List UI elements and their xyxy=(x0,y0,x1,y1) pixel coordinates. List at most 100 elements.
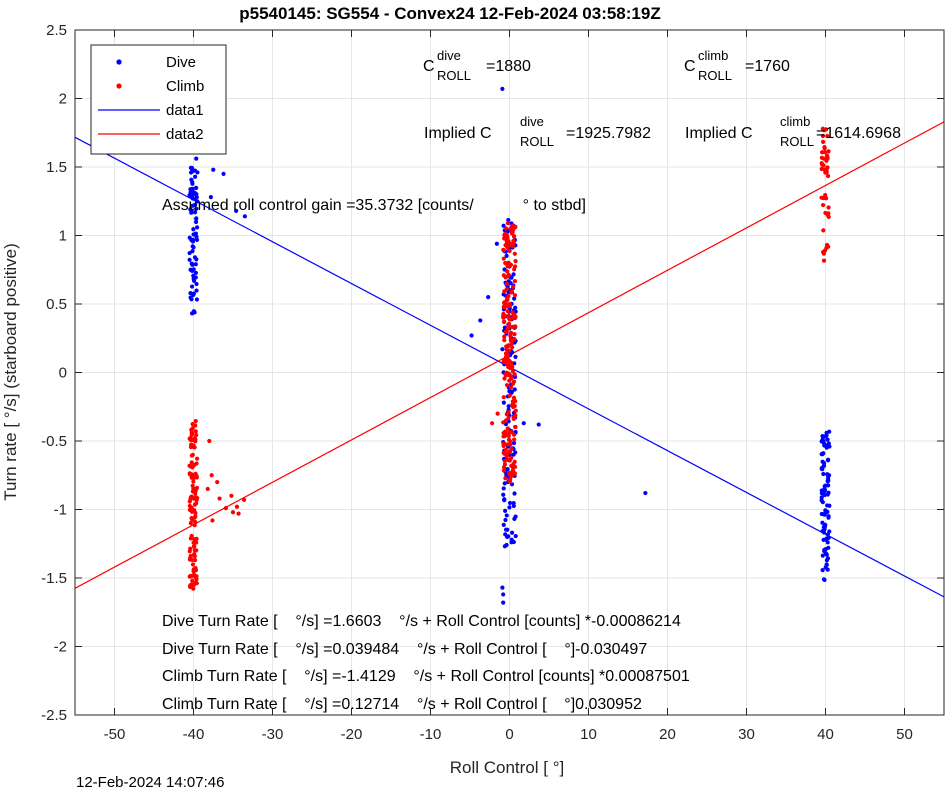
point-climb xyxy=(823,127,829,132)
point-dive xyxy=(194,156,199,161)
point-dive xyxy=(486,295,491,300)
point-climb xyxy=(506,313,511,318)
point-climb xyxy=(190,422,195,427)
annotation-sub: ROLL xyxy=(520,134,554,149)
annotation-c-roll-climb: C climb ROLL =1760 xyxy=(684,48,790,83)
point-climb xyxy=(507,248,512,253)
x-tick-label: -30 xyxy=(262,726,284,743)
annotation-value: =1614.6968 xyxy=(816,125,901,142)
point-climb xyxy=(513,464,518,470)
point-climb xyxy=(508,442,513,447)
point-climb xyxy=(825,133,830,139)
annotation-sub: ROLL xyxy=(698,68,732,83)
point-climb xyxy=(825,165,830,170)
y-axis-label: Turn rate [ °/s] (starboard positive) xyxy=(1,243,20,500)
point-dive xyxy=(189,177,194,182)
point-dive xyxy=(191,227,196,232)
point-climb xyxy=(192,445,197,450)
point-climb xyxy=(192,475,197,480)
point-climb xyxy=(190,562,196,567)
point-climb xyxy=(194,574,199,579)
point-climb xyxy=(502,458,507,464)
point-dive xyxy=(188,207,193,212)
point-climb xyxy=(193,419,198,424)
point-climb xyxy=(824,242,830,248)
x-tick-label: 10 xyxy=(580,726,597,743)
point-dive xyxy=(478,318,483,323)
point-climb xyxy=(510,369,515,374)
point-climb xyxy=(820,126,825,131)
point-climb xyxy=(512,293,518,298)
point-climb xyxy=(241,497,247,503)
point-climb xyxy=(513,315,518,320)
point-climb xyxy=(187,471,192,476)
point-climb xyxy=(207,438,212,444)
point-dive xyxy=(190,203,195,208)
point-climb xyxy=(508,385,514,390)
point-climb xyxy=(504,236,509,241)
x-tick-label: 40 xyxy=(817,726,834,743)
point-climb xyxy=(821,258,827,263)
y-tick-label: -2.5 xyxy=(41,707,67,724)
point-climb xyxy=(505,426,510,431)
point-dive xyxy=(511,272,516,277)
point-climb xyxy=(217,496,222,501)
point-climb xyxy=(512,332,517,337)
point-dive xyxy=(505,467,510,472)
point-climb xyxy=(192,523,197,528)
point-dive xyxy=(820,500,825,505)
point-climb xyxy=(504,382,510,388)
point-dive xyxy=(820,434,825,439)
point-dive xyxy=(193,219,199,225)
equation-climb-degrees: Climb Turn Rate [ °/s] =0.12714 °/s + Ro… xyxy=(162,696,642,713)
point-dive xyxy=(509,482,515,487)
point-dive xyxy=(194,216,199,221)
point-dive xyxy=(825,479,830,484)
point-climb xyxy=(505,297,510,303)
point-climb xyxy=(505,309,510,314)
point-dive xyxy=(823,547,828,552)
legend-dive-label: Dive xyxy=(166,54,196,71)
point-dive xyxy=(501,592,506,597)
point-climb xyxy=(502,289,507,294)
point-climb xyxy=(511,468,516,474)
point-dive xyxy=(194,281,199,287)
point-climb xyxy=(503,275,508,280)
point-dive xyxy=(504,253,509,258)
point-climb xyxy=(513,424,518,430)
point-climb xyxy=(822,150,828,155)
point-climb xyxy=(511,432,517,437)
point-climb xyxy=(504,226,509,231)
point-climb xyxy=(506,260,511,265)
annotation-implied-c-dive: Implied C dive ROLL =1925.7982 xyxy=(424,114,651,149)
point-dive xyxy=(193,270,199,275)
point-dive xyxy=(221,171,226,176)
point-dive xyxy=(190,186,195,191)
point-dive xyxy=(190,191,196,196)
point-dive xyxy=(190,268,195,273)
x-tick-label: -50 xyxy=(104,726,126,743)
point-climb xyxy=(820,202,826,208)
point-dive xyxy=(192,210,198,215)
y-tick-label: 2 xyxy=(59,91,67,108)
point-climb xyxy=(513,399,518,404)
point-dive xyxy=(189,311,195,316)
point-climb xyxy=(511,395,517,400)
point-dive xyxy=(504,513,509,518)
timestamp: 12-Feb-2024 14:07:46 xyxy=(76,774,224,791)
point-dive xyxy=(512,296,517,301)
point-climb xyxy=(194,501,199,506)
x-tick-label: -20 xyxy=(341,726,363,743)
y-tick-label: 2.5 xyxy=(46,22,67,39)
point-dive xyxy=(501,600,506,605)
y-tick-label: -0.5 xyxy=(41,433,67,450)
point-climb xyxy=(508,474,514,479)
point-dive xyxy=(194,288,199,293)
point-dive xyxy=(826,457,831,462)
point-climb xyxy=(189,460,194,465)
point-dive xyxy=(513,354,518,359)
point-climb xyxy=(507,448,513,453)
point-climb xyxy=(502,313,508,319)
annotation-c-roll-dive: C dive ROLL =1880 xyxy=(423,48,531,83)
